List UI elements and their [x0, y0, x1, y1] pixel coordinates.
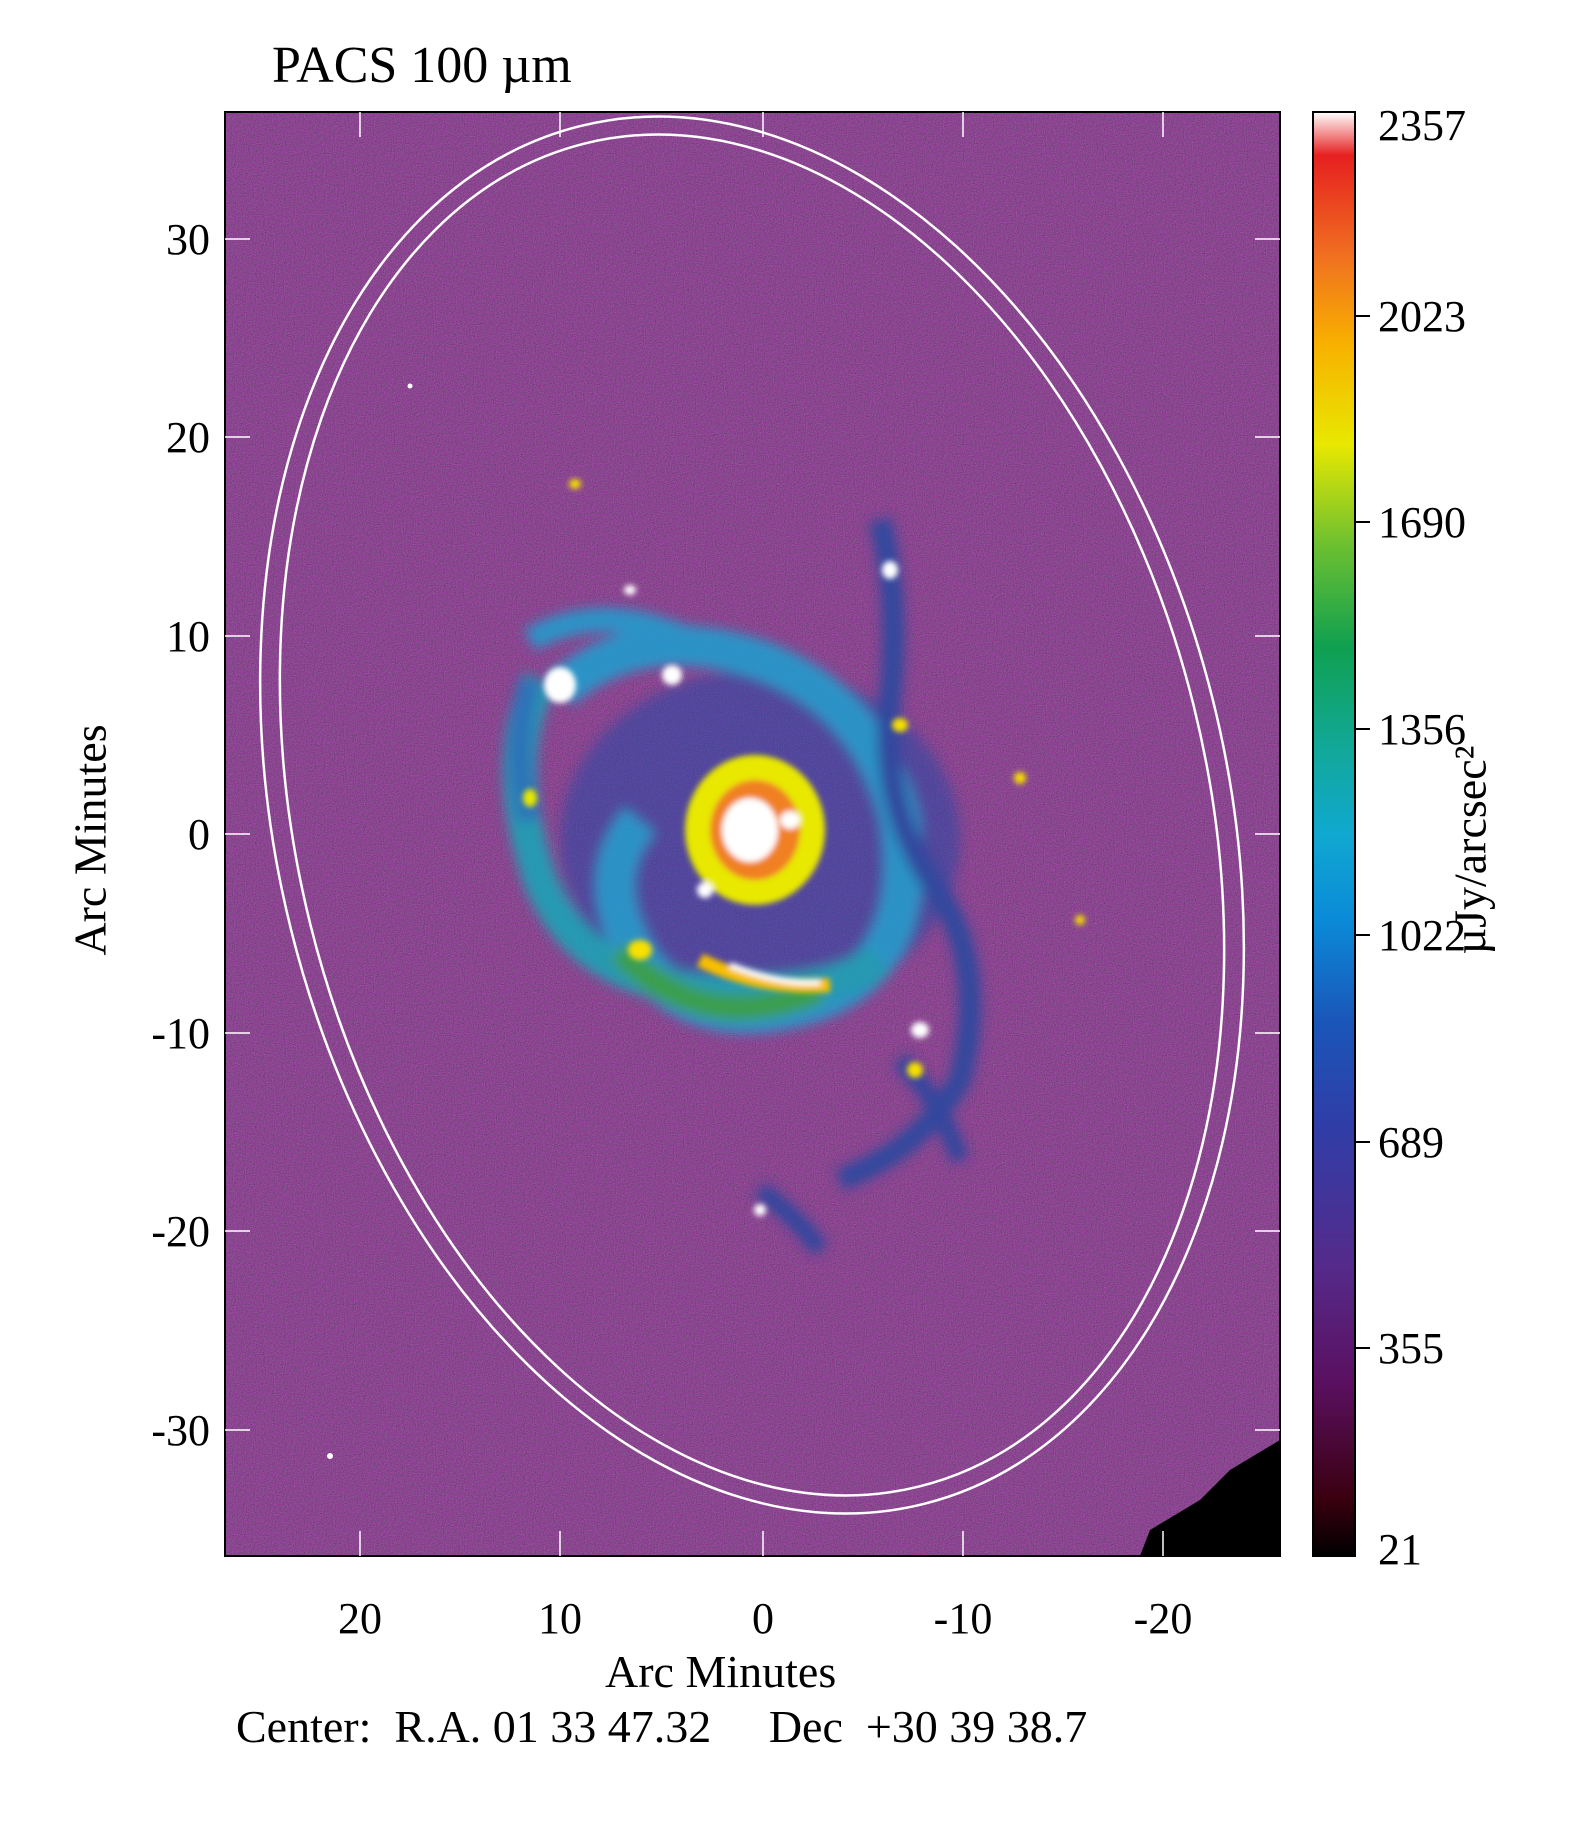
outer-ellipse [258, 115, 1246, 1515]
x-tick: -20 [1133, 1594, 1193, 1643]
colorbar-tick: 689 [1378, 1118, 1444, 1167]
center-ra: R.A. 01 33 47.32 [394, 1701, 712, 1752]
inner-ellipse [278, 133, 1226, 1497]
x-axis-label: Arc Minutes [605, 1646, 837, 1697]
frame-ticks [225, 112, 1280, 1556]
x-tick: 0 [752, 1594, 774, 1643]
x-tick: 10 [538, 1594, 582, 1643]
y-tick: -20 [151, 1207, 210, 1256]
colorbar-tick: 1356 [1378, 705, 1466, 754]
colorbar-label: µJy/arcsec² [1444, 745, 1496, 955]
y-tick: 20 [166, 413, 210, 462]
x-tick: -10 [933, 1594, 993, 1643]
y-tick: 0 [188, 810, 210, 859]
colorbar-tick: 355 [1378, 1324, 1444, 1373]
center-coordinates: Center: R.A. 01 33 47.32 Dec +30 39 38.7 [236, 1700, 1087, 1753]
galaxy-emission [327, 383, 1280, 1556]
colorbar-tick: 1022 [1378, 911, 1466, 960]
center-prefix: Center: [236, 1701, 372, 1752]
y-tick: 10 [166, 612, 210, 661]
figure-title: PACS 100 µm [272, 37, 572, 94]
y-tick: -30 [151, 1406, 210, 1455]
y-tick: 30 [166, 215, 210, 264]
colorbar-tick: 2023 [1378, 292, 1466, 341]
y-tick: -10 [151, 1009, 210, 1058]
colorbar [1312, 111, 1356, 1557]
colorbar-tick: 2357 [1378, 101, 1466, 150]
colorbar-tick: 1690 [1378, 498, 1466, 547]
y-axis-label: Arc Minutes [64, 724, 116, 956]
colorbar-tick: 21 [1378, 1525, 1422, 1574]
x-tick: 20 [338, 1594, 382, 1643]
colorbar-ticks [1355, 315, 1370, 1349]
center-dec: Dec +30 39 38.7 [768, 1701, 1088, 1752]
